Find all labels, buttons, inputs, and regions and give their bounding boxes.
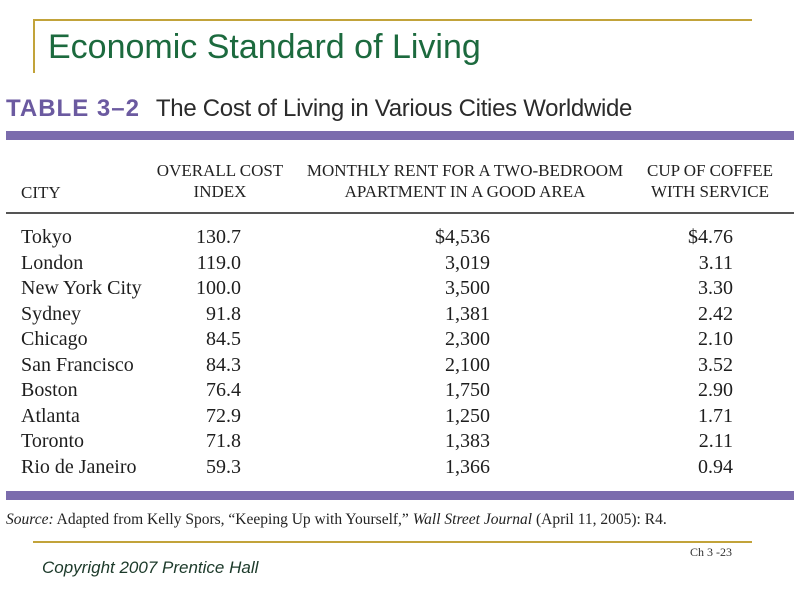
cell-city: Boston <box>21 379 78 401</box>
table-row: Atlanta 72.9 1,250 1.71 <box>0 405 800 431</box>
table-caption-text: The Cost of Living in Various Cities Wor… <box>155 95 633 122</box>
table-row: Chicago 84.5 2,300 2.10 <box>0 328 800 354</box>
cell-rent: 1,383 <box>445 430 490 452</box>
slide-title: Economic Standard of Living <box>48 28 481 66</box>
cell-coffee: 1.71 <box>698 404 733 427</box>
top-rule <box>33 19 752 21</box>
table-row: London 119.0 3,019 3.11 <box>0 252 800 278</box>
header-coffee: CUP OF COFFEE WITH SERVICE <box>640 160 780 202</box>
cell-city: New York City <box>21 277 142 299</box>
header-coffee-line2: WITH SERVICE <box>650 182 770 201</box>
source-text-after: (April 11, 2005): R4. <box>532 511 667 528</box>
table-source-note: Source: Adapted from Kelly Spors, “Keepi… <box>6 511 667 529</box>
table-row: Tokyo 130.7 $4,536 $4.76 <box>0 226 800 252</box>
cell-cost-index: 76.4 <box>206 379 241 401</box>
cell-rent: $4,536 <box>435 226 490 248</box>
cell-rent: 3,019 <box>445 251 490 274</box>
header-cost-index-line2: INDEX <box>193 182 247 201</box>
cell-coffee: 3.11 <box>698 251 733 274</box>
cell-city: London <box>21 251 84 274</box>
header-cost-index: OVERALL COST INDEX <box>148 160 292 202</box>
cell-rent: 3,500 <box>445 277 490 299</box>
cell-coffee: 2.11 <box>698 430 733 452</box>
table-row: Sydney 91.8 1,381 2.42 <box>0 303 800 329</box>
cell-cost-index: 100.0 <box>196 277 241 299</box>
cell-cost-index: 84.5 <box>206 328 241 350</box>
cell-city: Tokyo <box>21 226 72 248</box>
cell-city: Rio de Janeiro <box>21 455 137 478</box>
copyright-notice: Copyright 2007 Prentice Hall <box>42 558 259 577</box>
cell-cost-index: 72.9 <box>206 404 241 427</box>
source-label: Source: <box>6 511 54 528</box>
source-journal: Wall Street Journal <box>412 511 533 528</box>
cell-city: Toronto <box>21 430 85 452</box>
cell-cost-index: 59.3 <box>206 455 241 478</box>
cell-coffee: 2.10 <box>698 328 733 350</box>
cell-coffee: 2.42 <box>698 302 733 325</box>
cell-cost-index: 91.8 <box>206 302 241 325</box>
cell-coffee: $4.76 <box>688 226 733 248</box>
cell-rent: 1,750 <box>445 379 490 401</box>
header-cost-index-line1: OVERALL COST <box>156 161 284 180</box>
table-row: San Francisco 84.3 2,100 3.52 <box>0 354 800 380</box>
bottom-rule <box>33 541 752 543</box>
table-row: New York City 100.0 3,500 3.30 <box>0 277 800 303</box>
table-top-band <box>6 131 794 140</box>
table-body: Tokyo 130.7 $4,536 $4.76 London 119.0 3,… <box>0 226 800 481</box>
source-text-before: Adapted from Kelly Spors, “Keeping Up wi… <box>53 511 413 528</box>
header-rule <box>6 212 794 214</box>
cell-rent: 2,300 <box>445 328 490 350</box>
header-rent-line2: APARTMENT IN A GOOD AREA <box>344 182 586 201</box>
cell-rent: 1,381 <box>445 302 490 325</box>
slide-number: Ch 3 -23 <box>690 545 732 559</box>
cell-rent: 1,250 <box>445 404 490 427</box>
cell-rent: 2,100 <box>445 353 490 376</box>
cell-rent: 1,366 <box>445 455 490 478</box>
left-rule <box>33 19 35 73</box>
table-row: Boston 76.4 1,750 2.90 <box>0 379 800 405</box>
cell-coffee: 2.90 <box>698 379 733 401</box>
cell-cost-index: 119.0 <box>196 251 241 274</box>
header-city: CITY <box>21 183 61 202</box>
cell-city: Sydney <box>21 302 81 325</box>
cell-coffee: 3.52 <box>698 353 733 376</box>
cell-coffee: 3.30 <box>698 277 733 299</box>
cell-cost-index: 84.3 <box>206 353 241 376</box>
cell-city: Chicago <box>21 328 88 350</box>
table-row: Rio de Janeiro 59.3 1,366 0.94 <box>0 456 800 482</box>
table-bottom-band <box>6 491 794 500</box>
header-rent-line1: MONTHLY RENT FOR A TWO-BEDROOM <box>306 161 624 180</box>
table-caption: TABLE 3–2 The Cost of Living in Various C… <box>6 95 632 123</box>
header-rent: MONTHLY RENT FOR A TWO-BEDROOM APARTMENT… <box>300 160 630 202</box>
table-row: Toronto 71.8 1,383 2.11 <box>0 430 800 456</box>
cell-city: San Francisco <box>21 353 134 376</box>
header-coffee-line1: CUP OF COFFEE <box>647 161 773 180</box>
cell-cost-index: 130.7 <box>196 226 241 248</box>
cell-cost-index: 71.8 <box>206 430 241 452</box>
cell-city: Atlanta <box>21 404 80 427</box>
table-number: TABLE 3–2 <box>6 95 140 122</box>
cell-coffee: 0.94 <box>698 455 733 478</box>
